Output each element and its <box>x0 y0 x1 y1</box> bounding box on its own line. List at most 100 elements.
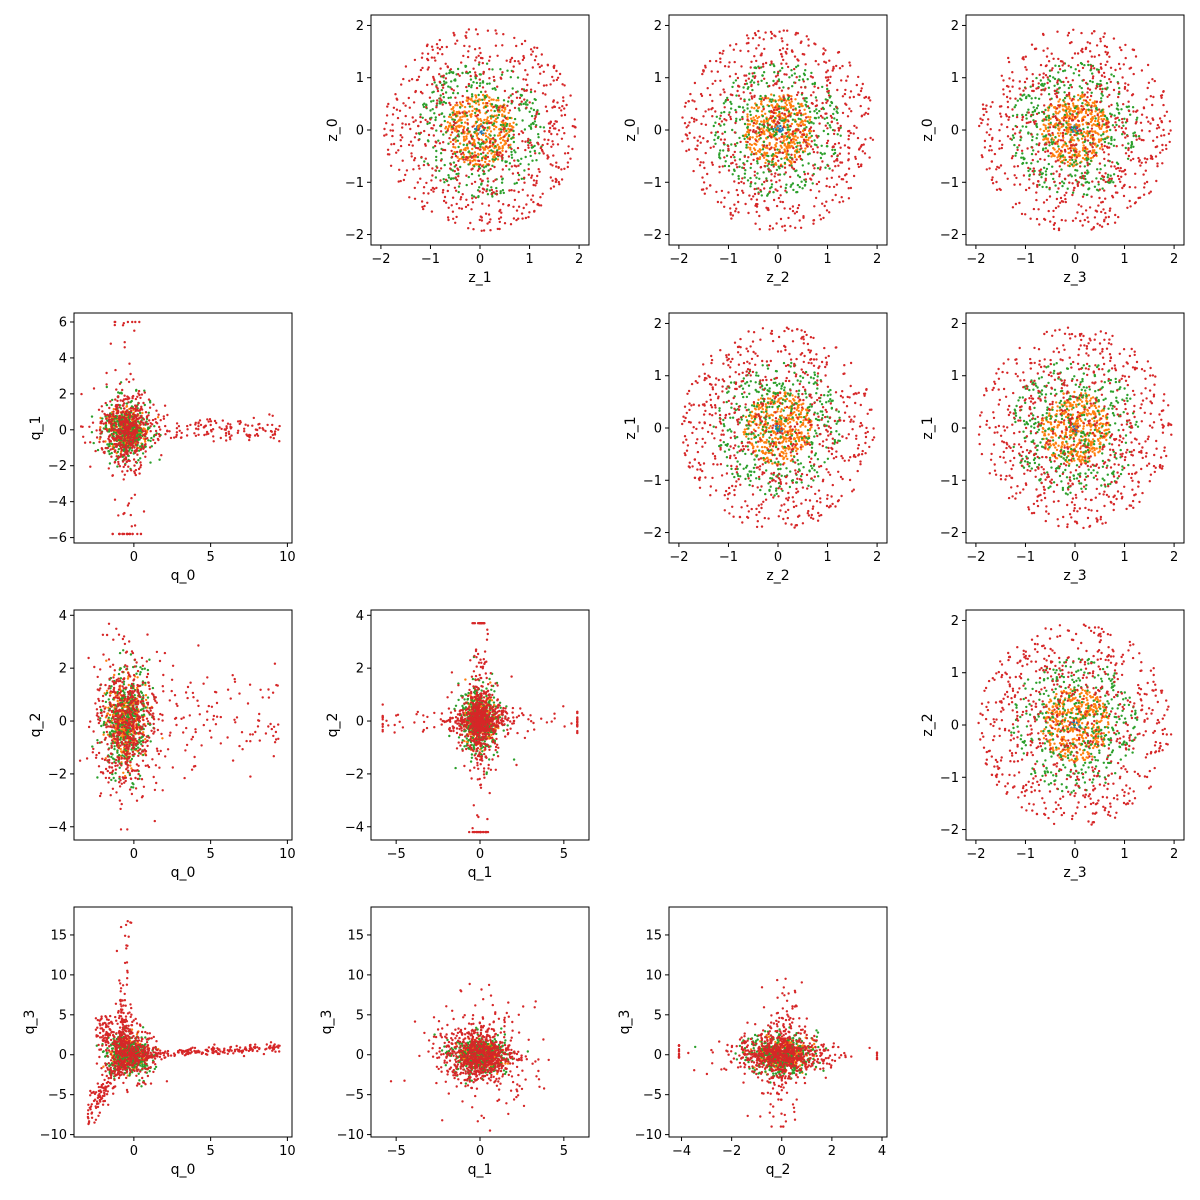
scatter-point <box>765 81 768 85</box>
scatter-point <box>465 36 468 39</box>
scatter-point <box>470 93 474 96</box>
scatter-point <box>488 68 491 71</box>
scatter-point <box>1013 165 1016 168</box>
scatter-point <box>1134 55 1138 58</box>
scatter-point <box>784 118 787 121</box>
scatter-point <box>451 210 455 213</box>
scatter-point <box>1139 121 1143 125</box>
scatter-point <box>704 151 707 155</box>
scatter-point <box>1149 122 1152 125</box>
scatter-point <box>753 187 756 191</box>
scatter-point <box>746 125 749 129</box>
scatter-point <box>1074 217 1078 220</box>
scatter-point <box>518 109 521 112</box>
scatter-point <box>460 61 463 64</box>
scatter-point <box>421 66 424 70</box>
scatter-point <box>762 62 765 66</box>
scatter-point <box>1054 136 1057 139</box>
scatter-point <box>481 80 485 83</box>
scatter-point <box>779 164 782 168</box>
scatter-point <box>781 133 784 136</box>
scatter-point <box>749 148 752 151</box>
scatter-point <box>454 42 457 45</box>
scatter-point <box>512 217 516 220</box>
scatter-point <box>511 136 515 139</box>
scatter-point <box>1142 173 1145 176</box>
scatter-point <box>467 227 470 230</box>
scatter-point <box>459 150 462 153</box>
scatter-point <box>782 29 785 32</box>
scatter-point <box>1052 146 1055 150</box>
scatter-point <box>456 129 459 133</box>
scatter-point <box>751 37 755 40</box>
scatter-point <box>1029 85 1032 88</box>
scatter-point <box>727 191 730 194</box>
scatter-point <box>513 149 516 152</box>
scatter-point <box>523 169 526 172</box>
scatter-point <box>768 224 772 228</box>
scatter-point <box>778 173 782 176</box>
scatter-point <box>1105 45 1109 49</box>
y-tick-label: 2 <box>356 19 364 34</box>
scatter-point <box>1054 126 1057 129</box>
scatter-point <box>471 105 474 108</box>
scatter-point <box>1065 93 1069 97</box>
scatter-point <box>453 118 456 122</box>
scatter-point <box>779 200 782 203</box>
scatter-point <box>553 122 556 126</box>
scatter-point <box>1019 138 1022 142</box>
scatter-point <box>1146 86 1149 90</box>
scatter-point <box>402 77 405 81</box>
scatter-point <box>829 75 832 79</box>
scatter-point <box>1061 139 1065 142</box>
scatter-point <box>1061 134 1065 138</box>
scatter-point <box>491 158 494 161</box>
scatter-point <box>443 195 447 199</box>
scatter-point <box>1052 141 1055 144</box>
scatter-point <box>835 118 839 122</box>
scatter-point <box>1069 162 1072 165</box>
scatter-point <box>718 171 721 174</box>
scatter-point <box>472 81 475 84</box>
scatter-point <box>506 69 509 72</box>
scatter-point <box>702 70 705 73</box>
scatter-point <box>768 141 771 145</box>
scatter-point <box>526 194 529 197</box>
scatter-point <box>1098 171 1101 174</box>
scatter-point <box>779 144 782 147</box>
scatter-point <box>482 146 485 150</box>
scatter-point <box>744 202 747 206</box>
scatter-point <box>557 166 560 169</box>
scatter-point <box>1092 30 1096 33</box>
scatter-point <box>801 187 804 190</box>
scatter-point <box>826 69 829 72</box>
scatter-point <box>1097 138 1101 141</box>
scatter-point <box>1071 102 1075 105</box>
scatter-point <box>432 124 436 127</box>
scatter-point <box>1052 57 1055 60</box>
scatter-point <box>751 136 754 139</box>
scatter-point <box>1054 124 1057 127</box>
scatter-point <box>790 144 793 148</box>
y-tick-label: −1 <box>643 176 662 191</box>
scatter-point <box>478 78 481 81</box>
scatter-point <box>1098 85 1102 88</box>
scatter-point <box>710 131 713 134</box>
scatter-point <box>821 153 824 156</box>
scatter-point <box>794 33 797 36</box>
scatter-point <box>1083 154 1087 157</box>
scatter-point <box>432 99 435 103</box>
scatter-point <box>1044 64 1048 68</box>
scatter-point <box>444 101 448 105</box>
scatter-point <box>753 192 757 196</box>
scatter-point <box>748 138 751 141</box>
scatter-point <box>1085 159 1089 162</box>
scatter-point <box>571 147 574 151</box>
scatter-point <box>856 136 860 140</box>
scatter-point <box>438 142 442 145</box>
scatter-point <box>488 55 492 58</box>
scatter-point <box>770 185 773 189</box>
scatter-point <box>1116 191 1119 194</box>
scatter-point <box>1090 195 1093 198</box>
scatter-point <box>442 80 446 83</box>
